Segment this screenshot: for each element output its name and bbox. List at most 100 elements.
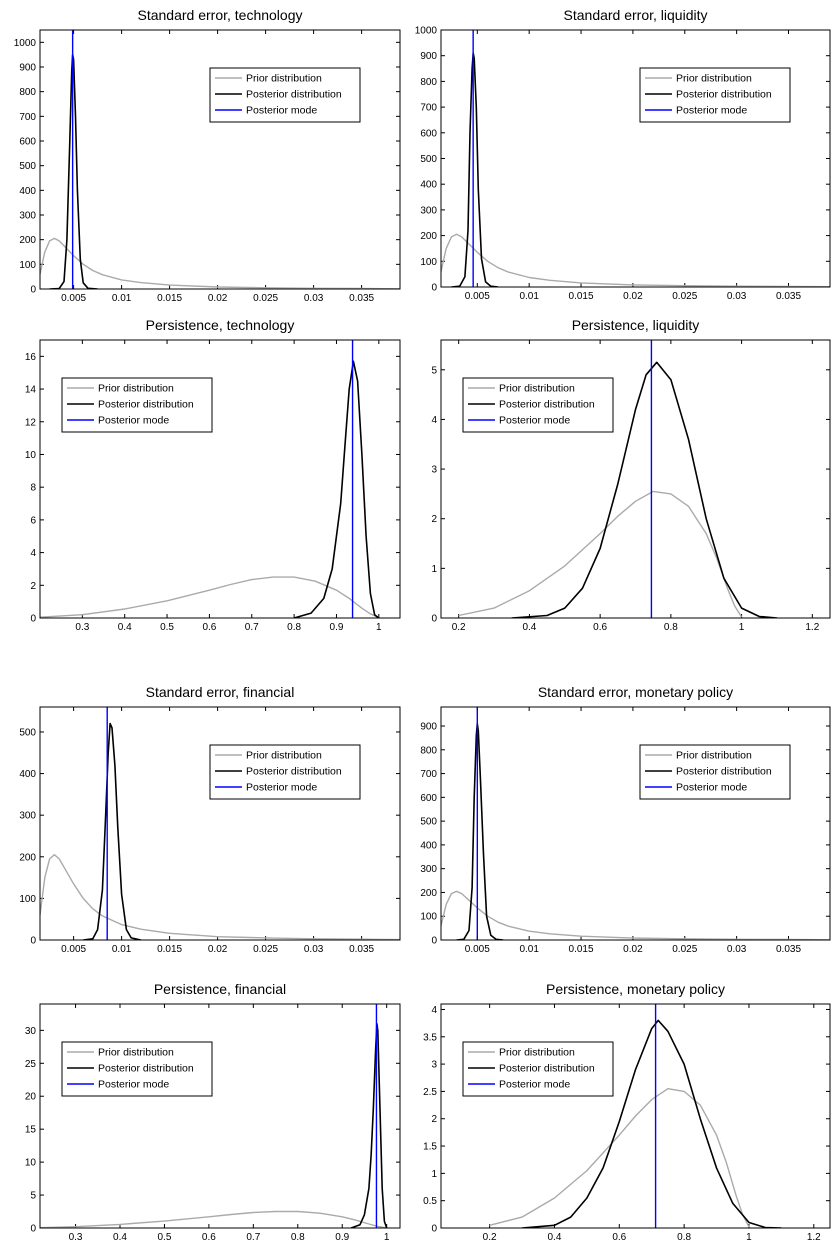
x-tick-label: 0.02: [208, 944, 228, 955]
y-tick-label: 14: [25, 385, 37, 396]
y-tick-label: 800: [420, 77, 437, 88]
x-tick-label: 0.7: [246, 1232, 260, 1243]
x-tick-label: 0.6: [593, 622, 607, 633]
y-tick-label: 800: [420, 745, 437, 756]
x-tick-label: 0.035: [349, 944, 374, 955]
x-tick-label: 0.4: [113, 1232, 127, 1243]
y-tick-label: 0.5: [423, 1196, 437, 1207]
legend-label: Prior distribution: [98, 1047, 174, 1059]
legend: Prior distribution Posterior distribution…: [639, 744, 791, 800]
y-tick-label: 3.5: [423, 1032, 437, 1043]
axes-frame: [440, 339, 831, 619]
axes-frame: [39, 339, 401, 619]
y-tick-label: 900: [420, 51, 437, 62]
y-tick-label: 0: [30, 285, 36, 296]
y-tick-label: 0: [431, 936, 437, 947]
legend-label: Prior distribution: [246, 73, 322, 85]
y-tick-label: 4: [431, 415, 437, 426]
legend-label: Prior distribution: [676, 750, 752, 762]
y-tick-label: 15: [25, 1125, 37, 1136]
x-tick-label: 0.01: [519, 944, 539, 955]
x-tick-label: 0.025: [253, 944, 278, 955]
chart-title: Persistence, monetary policy: [546, 981, 725, 997]
y-tick-label: 3: [431, 1060, 437, 1071]
prior-distribution-curve: [441, 233, 830, 287]
y-tick-label: 700: [19, 112, 36, 123]
chart-title: Persistence, financial: [154, 981, 286, 997]
x-tick-label: 0.005: [465, 944, 490, 955]
x-tick-label: 0.5: [160, 622, 174, 633]
x-tick-label: 0.03: [304, 944, 324, 955]
chart-panel: Persistence, monetary policy 0.2 0.4 0.6 0.8…: [423, 981, 831, 1243]
y-tick-label: 400: [420, 840, 437, 851]
legend-label: Posterior mode: [676, 782, 747, 794]
x-tick-label: 0.01: [112, 944, 132, 955]
y-tick-label: 20: [25, 1092, 37, 1103]
y-tick-label: 100: [19, 260, 36, 271]
x-tick-label: 0.03: [727, 944, 747, 955]
chart-title: Standard error, liquidity: [564, 7, 708, 23]
x-tick-label: 0.2: [483, 1232, 497, 1243]
legend-label: Posterior mode: [676, 105, 747, 117]
y-tick-label: 1: [431, 564, 437, 575]
posterior-distribution-curve: [293, 360, 380, 618]
legend-label: Posterior mode: [499, 1079, 570, 1091]
x-tick-label: 0.6: [202, 1232, 216, 1243]
y-tick-label: 16: [25, 352, 37, 363]
x-tick-label: 1: [376, 622, 382, 633]
x-tick-label: 0.7: [245, 622, 259, 633]
x-tick-label: 0.9: [330, 622, 344, 633]
y-tick-label: 1.5: [423, 1142, 437, 1153]
legend-label: Posterior distribution: [499, 399, 595, 411]
x-tick-label: 0.035: [776, 291, 801, 302]
y-tick-label: 1000: [14, 38, 37, 49]
chart-panel: Standard error, liquidity 0.005 0.01 0.015 0…: [415, 7, 831, 302]
y-tick-label: 700: [420, 103, 437, 114]
y-tick-label: 1: [431, 1169, 437, 1180]
prior-distribution-curve: [40, 854, 400, 940]
prior-distribution-curve: [40, 576, 380, 618]
y-tick-label: 2.5: [423, 1087, 437, 1098]
x-tick-label: 0.8: [677, 1232, 691, 1243]
y-tick-label: 0: [30, 614, 36, 625]
legend-box: [61, 377, 213, 433]
legend: Prior distribution Posterior distribution…: [209, 67, 361, 123]
chart-panel: Persistence, financial 0.3 0.4 0.5 0.6 0.7 0.8…: [25, 981, 401, 1243]
x-tick-label: 0.9: [335, 1232, 349, 1243]
posterior-distribution-curve: [49, 53, 98, 289]
y-tick-label: 0: [431, 1224, 437, 1235]
y-tick-label: 300: [19, 811, 36, 822]
legend-label: Posterior distribution: [676, 89, 772, 101]
legend-label: Posterior distribution: [98, 399, 194, 411]
x-tick-label: 0.01: [112, 293, 132, 304]
y-tick-label: 500: [19, 161, 36, 172]
x-tick-label: 0.03: [727, 291, 747, 302]
x-tick-label: 1: [746, 1232, 752, 1243]
axes-frame: [440, 706, 831, 941]
x-tick-label: 0.02: [623, 944, 643, 955]
axes-frame: [39, 706, 401, 941]
posterior-distribution-curve: [456, 722, 504, 940]
chart-title: Standard error, monetary policy: [538, 684, 733, 700]
y-tick-label: 12: [25, 417, 37, 428]
x-tick-label: 0.025: [253, 293, 278, 304]
y-tick-label: 400: [420, 180, 437, 191]
y-tick-label: 3: [431, 465, 437, 476]
x-tick-label: 0.8: [664, 622, 678, 633]
legend: Prior distribution Posterior distribution…: [209, 744, 361, 800]
chart-title: Standard error, technology: [138, 7, 303, 23]
y-tick-label: 10: [25, 1158, 37, 1169]
y-tick-label: 300: [420, 864, 437, 875]
x-tick-label: 0.015: [569, 291, 594, 302]
y-tick-label: 2: [30, 581, 36, 592]
chart-title: Persistence, liquidity: [572, 317, 700, 333]
chart-panel: Standard error, technology 0.005 0.01 0.015…: [14, 7, 401, 304]
x-tick-label: 0.6: [612, 1232, 626, 1243]
y-tick-label: 700: [420, 769, 437, 780]
y-tick-label: 25: [25, 1059, 37, 1070]
legend-label: Posterior distribution: [246, 766, 342, 778]
y-tick-label: 600: [420, 128, 437, 139]
y-tick-label: 4: [431, 1005, 437, 1016]
axes-frame: [440, 1003, 831, 1229]
